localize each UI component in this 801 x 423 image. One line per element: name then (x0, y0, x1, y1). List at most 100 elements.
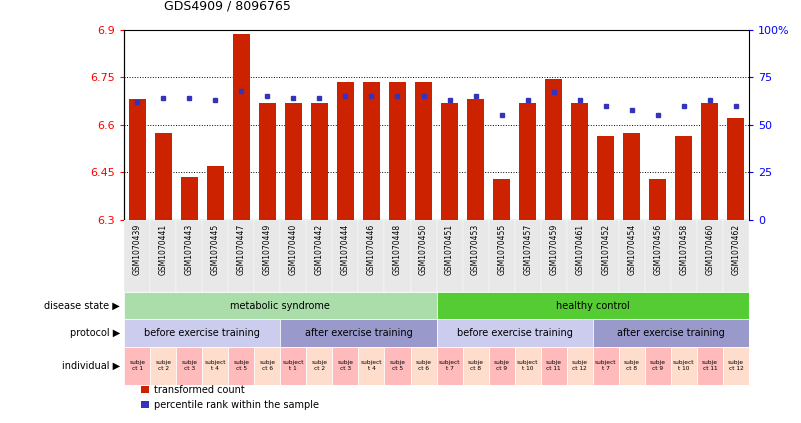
Text: GSM1070456: GSM1070456 (654, 223, 662, 275)
FancyBboxPatch shape (463, 220, 489, 292)
Text: subject
t 10: subject t 10 (673, 360, 694, 371)
Text: GSM1070455: GSM1070455 (497, 223, 506, 275)
FancyBboxPatch shape (384, 220, 411, 292)
Text: GSM1070444: GSM1070444 (341, 223, 350, 275)
FancyBboxPatch shape (124, 347, 151, 385)
Bar (545, 79, 562, 220)
Text: GSM1070457: GSM1070457 (523, 223, 532, 275)
FancyBboxPatch shape (411, 347, 437, 385)
FancyBboxPatch shape (697, 220, 723, 292)
FancyBboxPatch shape (280, 347, 307, 385)
FancyBboxPatch shape (645, 220, 671, 292)
Text: subject
t 10: subject t 10 (517, 360, 538, 371)
Bar (519, 103, 536, 220)
Text: protocol ▶: protocol ▶ (70, 328, 120, 338)
Bar (702, 103, 718, 220)
FancyBboxPatch shape (541, 347, 567, 385)
Text: GSM1070452: GSM1070452 (602, 223, 610, 275)
FancyBboxPatch shape (437, 347, 463, 385)
FancyBboxPatch shape (593, 347, 619, 385)
Text: after exercise training: after exercise training (304, 328, 413, 338)
Text: metabolic syndrome: metabolic syndrome (231, 301, 330, 310)
Text: GSM1070446: GSM1070446 (367, 223, 376, 275)
FancyBboxPatch shape (332, 347, 359, 385)
Text: subje
ct 12: subje ct 12 (572, 360, 588, 371)
Text: subje
ct 5: subje ct 5 (389, 360, 405, 371)
Text: subje
ct 11: subje ct 11 (545, 360, 562, 371)
FancyBboxPatch shape (567, 220, 593, 292)
FancyBboxPatch shape (671, 220, 697, 292)
Bar (259, 103, 276, 220)
Bar (650, 179, 666, 220)
Legend: transformed count, percentile rank within the sample: transformed count, percentile rank withi… (137, 381, 323, 414)
FancyBboxPatch shape (437, 220, 463, 292)
Bar (598, 136, 614, 220)
Text: before exercise training: before exercise training (144, 328, 260, 338)
Text: subje
ct 11: subje ct 11 (702, 360, 718, 371)
Text: after exercise training: after exercise training (617, 328, 725, 338)
Text: subje
ct 12: subje ct 12 (728, 360, 744, 371)
Bar (415, 82, 432, 220)
Text: subject
t 4: subject t 4 (360, 360, 382, 371)
FancyBboxPatch shape (124, 319, 280, 347)
Text: subje
ct 8: subje ct 8 (468, 360, 484, 371)
FancyBboxPatch shape (541, 220, 567, 292)
Bar (207, 166, 223, 220)
Text: GSM1070440: GSM1070440 (289, 223, 298, 275)
Text: GSM1070459: GSM1070459 (549, 223, 558, 275)
Text: GDS4909 / 8096765: GDS4909 / 8096765 (164, 0, 291, 13)
FancyBboxPatch shape (280, 220, 307, 292)
FancyBboxPatch shape (307, 220, 332, 292)
FancyBboxPatch shape (228, 220, 255, 292)
FancyBboxPatch shape (619, 220, 645, 292)
Text: GSM1070447: GSM1070447 (237, 223, 246, 275)
Text: subject
t 7: subject t 7 (439, 360, 461, 371)
Bar (441, 103, 458, 220)
Text: GSM1070443: GSM1070443 (185, 223, 194, 275)
Text: before exercise training: before exercise training (457, 328, 573, 338)
FancyBboxPatch shape (228, 347, 255, 385)
FancyBboxPatch shape (176, 347, 203, 385)
Text: subje
ct 2: subje ct 2 (312, 360, 328, 371)
Bar (727, 118, 744, 220)
Bar (571, 103, 588, 220)
FancyBboxPatch shape (307, 347, 332, 385)
Bar (155, 133, 171, 220)
FancyBboxPatch shape (437, 319, 593, 347)
Text: subje
ct 3: subje ct 3 (181, 360, 197, 371)
Text: GSM1070451: GSM1070451 (445, 223, 454, 275)
Text: subje
ct 8: subje ct 8 (624, 360, 640, 371)
FancyBboxPatch shape (697, 347, 723, 385)
Text: subje
ct 2: subje ct 2 (155, 360, 171, 371)
FancyBboxPatch shape (124, 292, 437, 319)
Bar (285, 103, 302, 220)
Text: subje
ct 3: subje ct 3 (337, 360, 353, 371)
Bar (389, 82, 406, 220)
Text: subje
ct 1: subje ct 1 (129, 360, 145, 371)
FancyBboxPatch shape (280, 319, 437, 347)
FancyBboxPatch shape (593, 319, 749, 347)
FancyBboxPatch shape (593, 220, 619, 292)
FancyBboxPatch shape (176, 220, 203, 292)
FancyBboxPatch shape (489, 220, 515, 292)
Text: subje
ct 5: subje ct 5 (233, 360, 249, 371)
Text: GSM1070454: GSM1070454 (627, 223, 636, 275)
FancyBboxPatch shape (489, 347, 515, 385)
Bar (467, 99, 484, 220)
Text: GSM1070460: GSM1070460 (706, 223, 714, 275)
FancyBboxPatch shape (255, 347, 280, 385)
Text: GSM1070449: GSM1070449 (263, 223, 272, 275)
Bar (181, 177, 198, 220)
Text: GSM1070442: GSM1070442 (315, 223, 324, 275)
Text: subject
t 4: subject t 4 (204, 360, 226, 371)
FancyBboxPatch shape (384, 347, 411, 385)
Text: subject
t 1: subject t 1 (283, 360, 304, 371)
Text: subject
t 7: subject t 7 (595, 360, 617, 371)
Bar (233, 34, 250, 220)
Text: GSM1070450: GSM1070450 (419, 223, 428, 275)
Bar (623, 133, 640, 220)
FancyBboxPatch shape (359, 220, 384, 292)
FancyBboxPatch shape (515, 220, 541, 292)
FancyBboxPatch shape (255, 220, 280, 292)
Text: individual ▶: individual ▶ (62, 361, 120, 371)
